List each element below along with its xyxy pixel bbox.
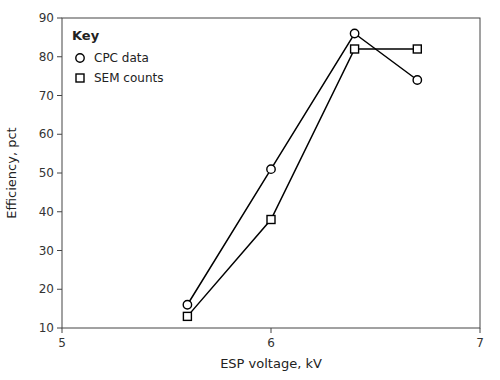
y-tick [57, 328, 62, 329]
legend-title: Key [72, 28, 100, 43]
y-tick [57, 95, 62, 96]
series-point [183, 301, 191, 309]
chart: 5 6 7 10 20 30 40 50 60 70 80 90 ESP voltage, kV Effi… [0, 0, 500, 380]
chart-container: 5 6 7 10 20 30 40 50 60 70 80 90 ESP voltage, kV Effi… [0, 0, 500, 380]
series-point [267, 216, 275, 224]
y-tick-label: 70 [39, 89, 54, 103]
y-tick-label: 10 [39, 321, 54, 335]
series-line [187, 49, 417, 316]
y-tick [57, 211, 62, 212]
x-tick [62, 328, 63, 333]
series-point [351, 45, 359, 53]
axes: 5 6 7 10 20 30 40 50 60 70 80 90 [39, 11, 484, 350]
y-tick [57, 18, 62, 19]
series [183, 29, 421, 309]
x-axis-label: ESP voltage, kV [220, 356, 322, 371]
y-tick [57, 56, 62, 57]
x-tick-label: 6 [267, 336, 275, 350]
legend-label: SEM counts [94, 71, 163, 85]
plot-area [183, 29, 421, 320]
series [183, 45, 421, 320]
series-point [350, 29, 358, 37]
series-point [413, 76, 421, 84]
y-tick-label: 30 [39, 244, 54, 258]
background [0, 0, 500, 380]
y-tick-label: 50 [39, 166, 54, 180]
legend-symbol [76, 74, 84, 82]
x-tick [271, 328, 272, 333]
series-point [183, 312, 191, 320]
plot-frame [62, 18, 480, 328]
y-tick-label: 40 [39, 205, 54, 219]
y-tick-label: 20 [39, 282, 54, 296]
y-axis-label: Efficiency, pct [4, 127, 19, 218]
y-tick-label: 80 [39, 50, 54, 64]
x-tick [480, 328, 481, 333]
legend-symbol [76, 54, 84, 62]
y-tick [57, 250, 62, 251]
series-point [267, 165, 275, 173]
series-line [187, 34, 417, 305]
y-tick [57, 134, 62, 135]
x-tick-label: 5 [58, 336, 66, 350]
legend-label: CPC data [94, 51, 149, 65]
y-tick [57, 289, 62, 290]
y-tick-label: 60 [39, 127, 54, 141]
legend: Key CPC data SEM counts [72, 28, 163, 85]
y-tick [57, 173, 62, 174]
x-tick-label: 7 [476, 336, 484, 350]
y-tick-label: 90 [39, 11, 54, 25]
series-point [413, 45, 421, 53]
